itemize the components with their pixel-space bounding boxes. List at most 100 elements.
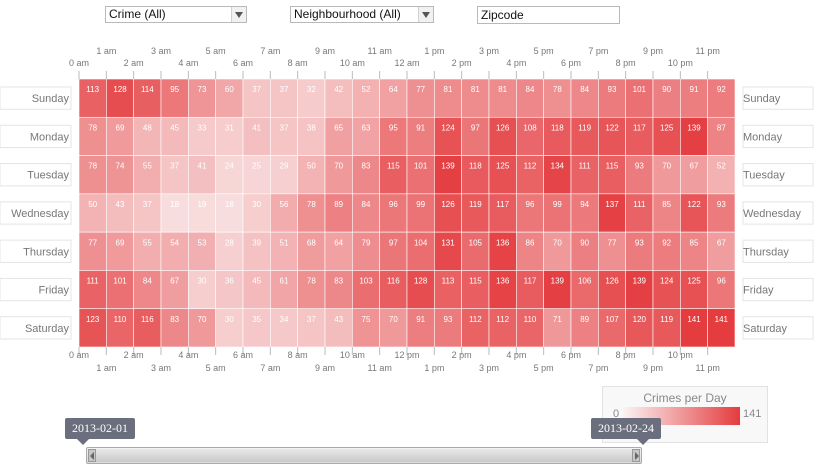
cell-value: 67: [170, 277, 179, 286]
cell-value: 116: [141, 315, 154, 324]
cell-value: 125: [496, 162, 510, 171]
hour-label-bottom: 9 am: [315, 363, 335, 373]
cell-value: 29: [280, 162, 289, 171]
heatmap-cell: [598, 308, 626, 348]
heatmap-cell: [488, 116, 517, 156]
cell-value: 37: [280, 123, 289, 132]
cell-value: 112: [496, 315, 509, 324]
cell-value: 118: [551, 123, 564, 132]
day-label-right: Monday: [743, 131, 783, 143]
cell-value: 93: [717, 200, 726, 209]
cell-value: 93: [635, 238, 644, 247]
heatmap-cell: [570, 78, 599, 118]
heatmap-cell: [625, 193, 654, 233]
heatmap-cell: [434, 193, 462, 233]
hour-label-bottom: 0 am: [69, 350, 89, 360]
cell-value: 92: [717, 85, 726, 94]
slider-start-handle[interactable]: [88, 449, 96, 462]
cell-value: 124: [441, 123, 455, 132]
heatmap-cell: [379, 231, 408, 271]
hour-label-top: 12 am: [394, 58, 419, 68]
cell-value: 69: [116, 238, 125, 247]
cell-value: 55: [143, 238, 152, 247]
heatmap-cell: [352, 78, 380, 118]
cell-value: 110: [114, 315, 127, 324]
heatmap-cell: [324, 155, 353, 195]
heatmap-cell: [406, 231, 435, 271]
hour-label-top: 4 pm: [506, 58, 526, 68]
heatmap-cell: [570, 308, 599, 348]
heatmap-cell: [160, 308, 189, 348]
cell-value: 38: [307, 123, 316, 132]
heatmap-cell: [215, 270, 244, 310]
heatmap-cell: [707, 155, 736, 195]
hour-label-bottom: 7 pm: [588, 363, 608, 373]
cell-value: 107: [605, 315, 619, 324]
heatmap-chart: Sunday Sunday Monday Monday Tuesday Tuesday We…: [0, 46, 814, 373]
heatmap-cell: [707, 308, 736, 348]
heatmap-cell: [215, 231, 244, 271]
cell-value: 19: [198, 200, 207, 209]
cell-value: 115: [606, 162, 619, 171]
hour-label-bottom: 1 pm: [424, 363, 444, 373]
cell-value: 77: [608, 238, 617, 247]
slider-end-handle[interactable]: [632, 449, 640, 462]
zipcode-input[interactable]: Zipcode: [477, 6, 620, 24]
cell-value: 92: [662, 238, 671, 247]
heatmap-cell: [598, 116, 626, 156]
heatmap-cell: [188, 308, 216, 348]
heatmap-cell: [78, 116, 107, 156]
cell-value: 117: [633, 123, 646, 132]
hour-label-top: 3 pm: [479, 46, 499, 56]
cell-value: 37: [252, 85, 261, 94]
heatmap-cell: [625, 78, 654, 118]
heatmap-cell: [488, 308, 517, 348]
chevron-down-icon[interactable]: [418, 7, 433, 22]
date-range-selection[interactable]: [96, 449, 632, 462]
heatmap-cell: [160, 270, 189, 310]
cell-value: 31: [225, 123, 234, 132]
day-label-right: Wednesday: [743, 208, 801, 220]
heatmap-cell: [297, 155, 326, 195]
heatmap-cell: [160, 155, 189, 195]
heatmap-cell: [434, 270, 462, 310]
cell-value: 101: [113, 277, 127, 286]
heatmap-cell: [625, 155, 654, 195]
cell-value: 91: [416, 315, 425, 324]
crime-select[interactable]: Crime (All): [105, 6, 247, 23]
heatmap-cell: [188, 78, 216, 118]
heatmap-cell: [570, 270, 599, 310]
heatmap-cell: [297, 270, 326, 310]
cell-value: 95: [170, 85, 179, 94]
hour-label-bottom: 10 am: [340, 350, 365, 360]
hour-label-top: 1 am: [96, 46, 116, 56]
cell-value: 128: [414, 277, 428, 286]
cell-value: 99: [416, 200, 425, 209]
heatmap-cell: [516, 116, 544, 156]
cell-value: 35: [252, 315, 261, 324]
cell-value: 77: [416, 85, 425, 94]
cell-value: 136: [496, 238, 510, 247]
cell-value: 63: [362, 123, 371, 132]
cell-value: 126: [496, 123, 510, 132]
heatmap-cell: [352, 231, 380, 271]
day-label-left: Sunday: [32, 93, 70, 105]
end-date-label: 2013-02-24: [591, 418, 661, 445]
heatmap-cell: [160, 231, 189, 271]
heatmap-cell: [379, 308, 408, 348]
cell-value: 91: [690, 85, 699, 94]
chevron-down-icon[interactable]: [231, 7, 246, 22]
cell-value: 111: [579, 162, 592, 171]
heatmap-cell: [625, 308, 654, 348]
cell-value: 45: [252, 277, 261, 286]
cell-value: 89: [580, 315, 589, 324]
neighbourhood-select[interactable]: Neighbourhood (All): [290, 6, 434, 23]
heatmap-cell: [406, 308, 435, 348]
cell-value: 74: [116, 162, 125, 171]
day-label-left: Saturday: [25, 323, 70, 335]
heatmap-cell: [160, 116, 189, 156]
cell-value: 137: [605, 200, 619, 209]
cell-value: 119: [578, 123, 591, 132]
heatmap-cell: [78, 193, 107, 233]
cell-value: 108: [523, 123, 537, 132]
